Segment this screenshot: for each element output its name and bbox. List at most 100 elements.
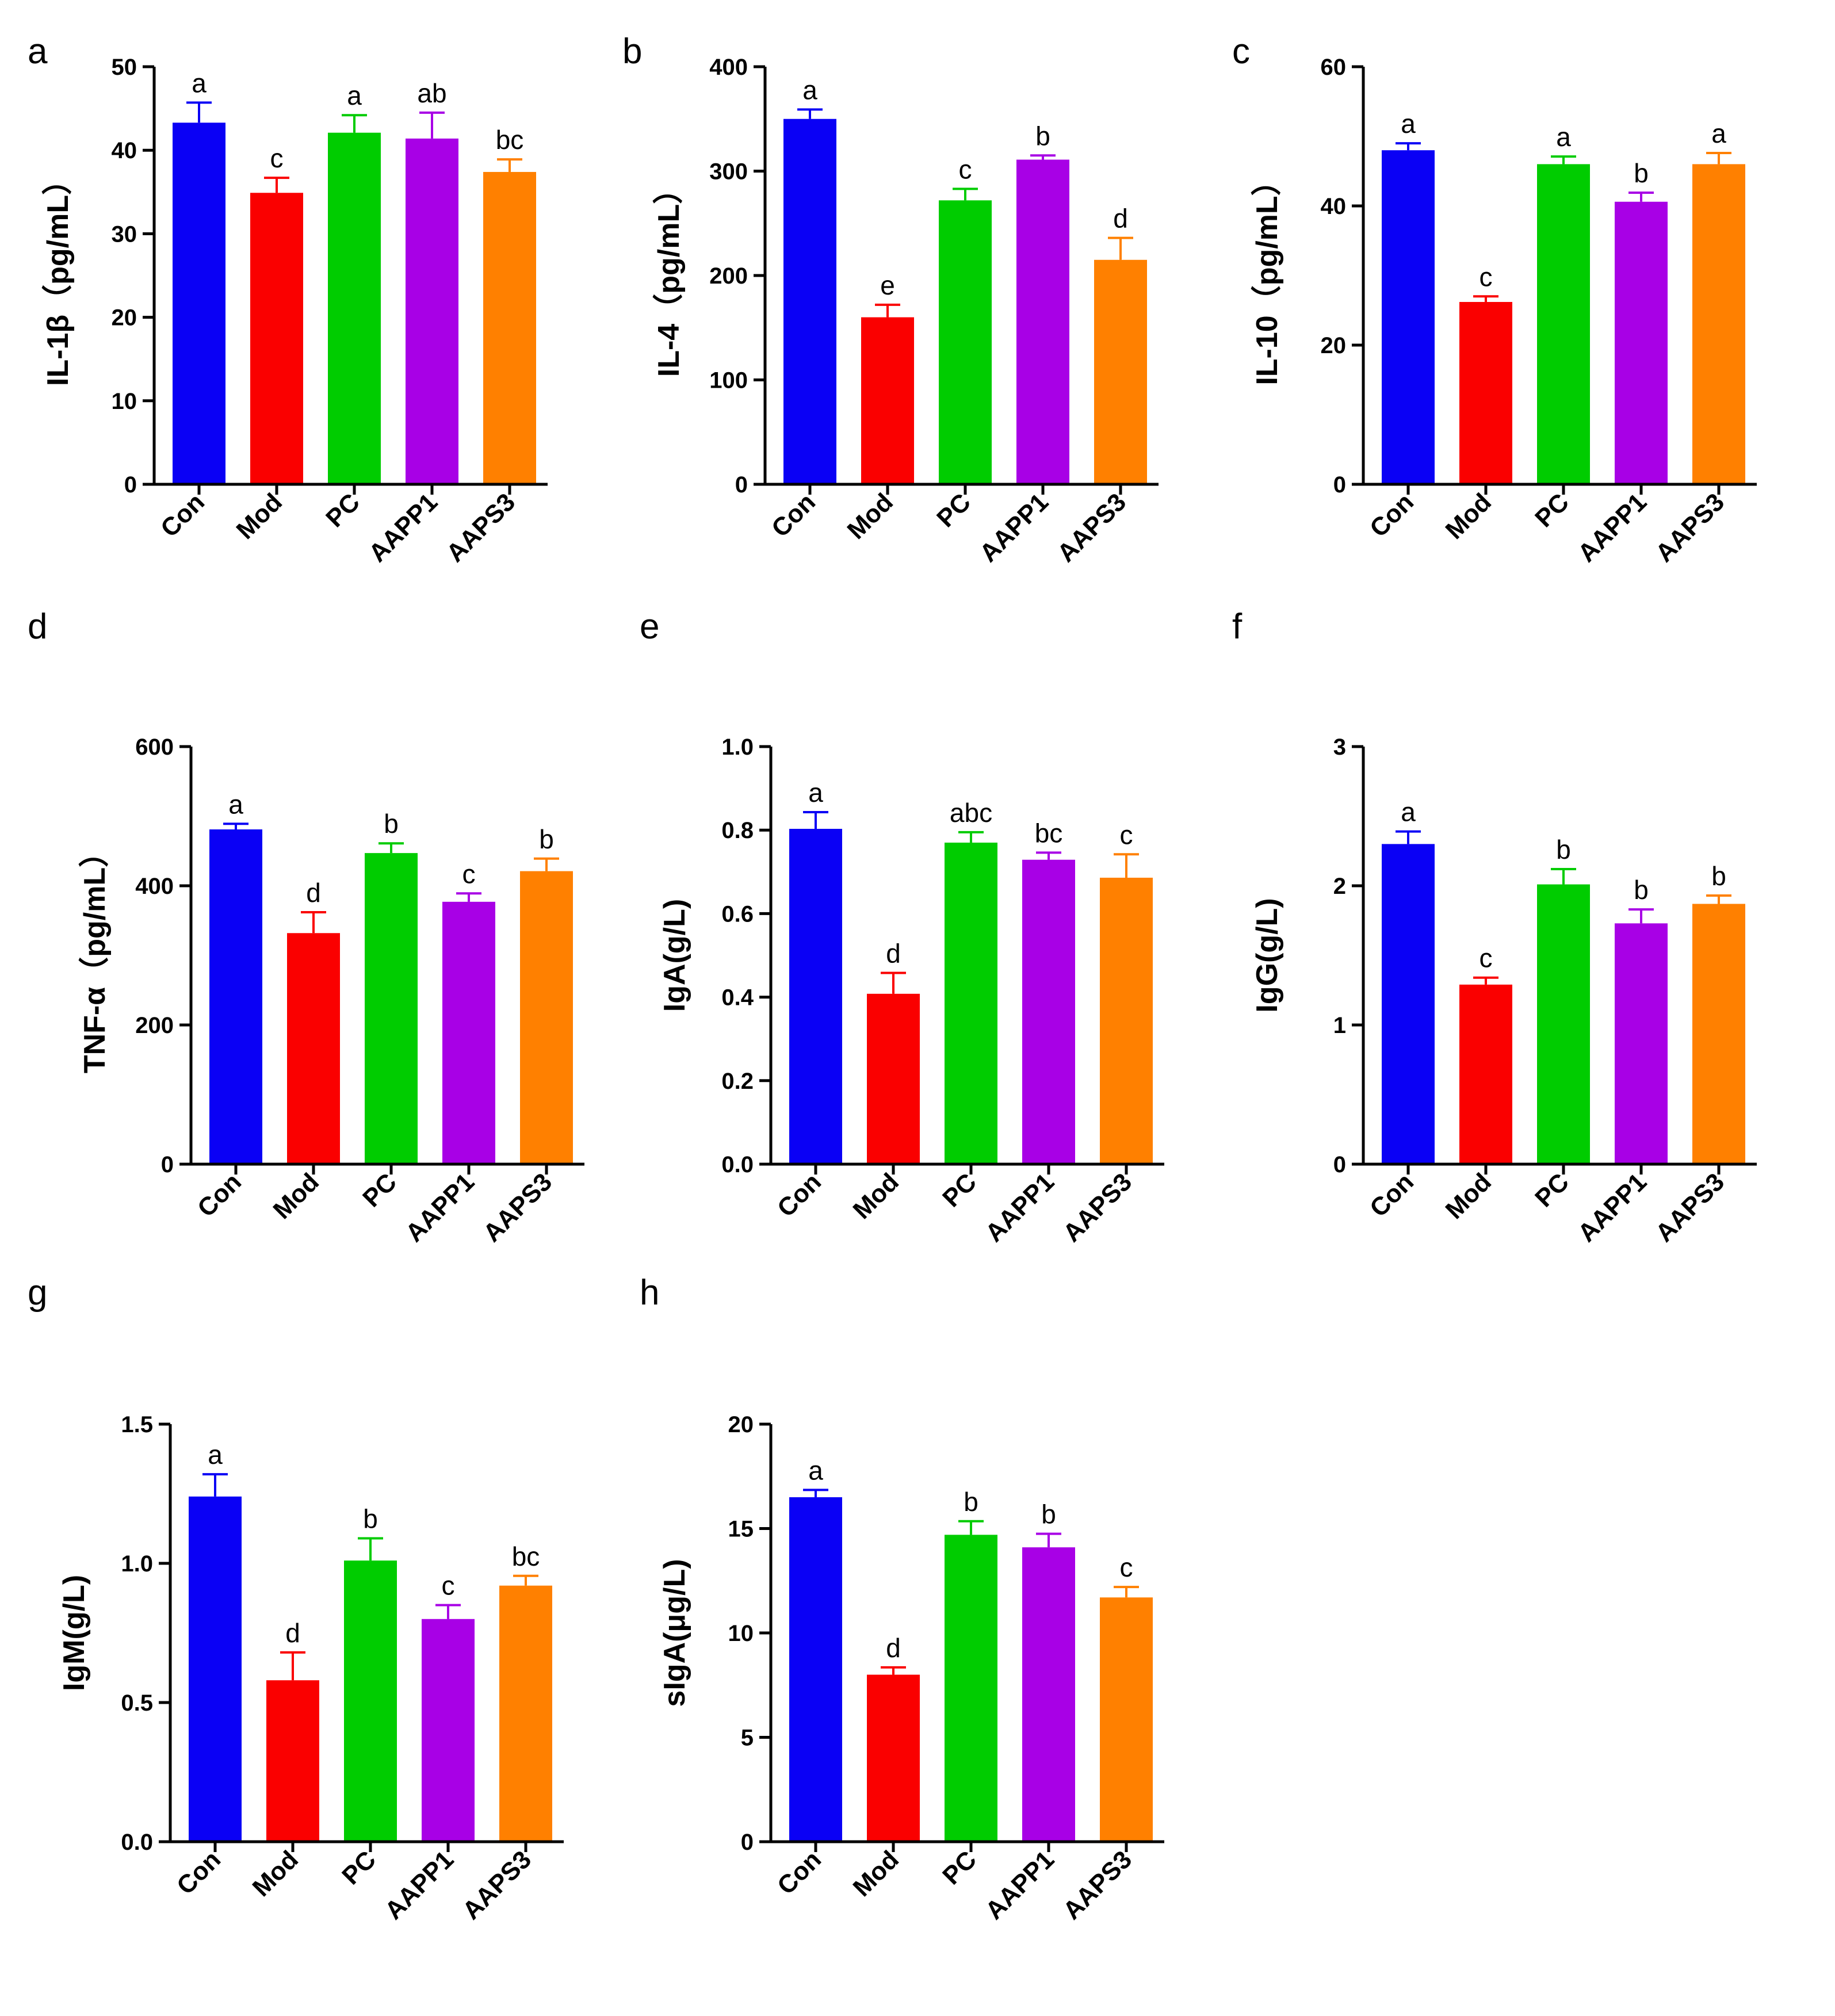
panel-letter-d: d <box>28 607 47 647</box>
bar-h-pc <box>945 1535 997 1842</box>
significance-label-a-pc: a <box>347 81 362 110</box>
category-label-h-aaps3: AAPS3 <box>1058 1845 1137 1925</box>
y-axis-label-g: IgM(g/L) <box>58 1575 91 1691</box>
category-label-h-aapp1: AAPP1 <box>980 1845 1060 1925</box>
y-tick-label-g-2: 1.0 <box>121 1551 153 1577</box>
category-label-b-mod: Mod <box>842 488 899 545</box>
category-label-f-con: Con <box>1364 1168 1419 1222</box>
category-label-a-aaps3: AAPS3 <box>441 488 521 567</box>
y-tick-label-a-3: 30 <box>112 221 137 247</box>
y-tick-label-a-0: 0 <box>124 472 137 498</box>
significance-label-c-aaps3: a <box>1711 118 1726 148</box>
significance-label-b-aaps3: d <box>1113 204 1128 234</box>
bar-b-aaps3 <box>1094 259 1147 484</box>
y-axis-label-d: TNF-α（pg/mL） <box>78 837 112 1073</box>
significance-label-a-mod: c <box>270 143 284 173</box>
significance-label-a-aapp1: ab <box>417 78 446 108</box>
y-tick-label-f-0: 0 <box>1333 1152 1346 1177</box>
significance-label-e-aapp1: bc <box>1035 818 1063 848</box>
significance-label-g-pc: b <box>363 1504 378 1533</box>
y-tick-label-h-0: 0 <box>741 1830 754 1855</box>
category-label-f-aapp1: AAPP1 <box>1573 1168 1652 1247</box>
bar-b-aapp1 <box>1016 159 1069 484</box>
bar-h-mod <box>867 1674 920 1842</box>
y-tick-label-h-3: 15 <box>728 1517 754 1542</box>
bar-g-aapp1 <box>422 1619 475 1842</box>
bar-g-mod <box>266 1680 319 1842</box>
significance-label-a-con: a <box>192 68 207 98</box>
category-label-d-aapp1: AAPP1 <box>400 1168 480 1247</box>
significance-label-f-pc: b <box>1556 835 1571 864</box>
y-tick-label-f-1: 1 <box>1333 1013 1346 1038</box>
y-tick-label-d-0: 0 <box>161 1152 174 1177</box>
category-label-e-aaps3: AAPS3 <box>1058 1168 1137 1247</box>
category-label-f-mod: Mod <box>1440 1168 1497 1225</box>
y-tick-label-d-3: 600 <box>135 735 174 760</box>
y-tick-label-c-0: 0 <box>1333 472 1346 498</box>
significance-label-g-mod: d <box>285 1618 300 1648</box>
significance-label-e-aaps3: c <box>1120 820 1133 850</box>
category-label-d-pc: PC <box>357 1168 402 1212</box>
bar-f-aapp1 <box>1615 923 1668 1164</box>
bar-f-aaps3 <box>1692 904 1745 1164</box>
y-tick-label-a-4: 40 <box>112 138 137 163</box>
category-label-d-aaps3: AAPS3 <box>478 1168 557 1247</box>
bar-b-con <box>783 118 836 484</box>
significance-label-c-mod: c <box>1480 262 1493 292</box>
bar-b-mod <box>861 317 914 484</box>
significance-label-e-con: a <box>808 778 823 808</box>
bar-e-con <box>789 829 842 1164</box>
category-label-c-aaps3: AAPS3 <box>1650 488 1730 567</box>
significance-label-b-mod: e <box>880 270 895 300</box>
bar-a-mod <box>250 193 303 484</box>
bar-a-pc <box>328 132 381 484</box>
y-axis-label-c: IL-10（pg/mL） <box>1251 166 1284 385</box>
significance-label-f-mod: c <box>1480 943 1493 973</box>
bar-d-con <box>209 829 262 1164</box>
category-label-h-pc: PC <box>937 1845 982 1890</box>
significance-label-e-pc: abc <box>950 798 992 828</box>
y-tick-label-b-1: 100 <box>709 368 748 393</box>
significance-label-b-pc: c <box>959 154 972 184</box>
bar-c-pc <box>1537 164 1590 484</box>
y-tick-label-e-3: 0.6 <box>721 901 754 927</box>
category-label-g-aaps3: AAPS3 <box>457 1845 537 1925</box>
y-tick-label-c-2: 40 <box>1321 194 1347 219</box>
panel-letter-e: e <box>640 607 659 647</box>
category-label-e-pc: PC <box>937 1168 982 1212</box>
category-label-b-aaps3: AAPS3 <box>1052 488 1131 567</box>
category-label-a-mod: Mod <box>231 488 288 545</box>
y-tick-label-e-2: 0.4 <box>721 985 754 1011</box>
y-tick-label-h-1: 5 <box>741 1726 754 1751</box>
significance-label-d-mod: d <box>306 878 321 908</box>
bar-e-aaps3 <box>1100 877 1153 1164</box>
panel-letter-f: f <box>1232 607 1243 647</box>
bar-b-pc <box>939 200 992 484</box>
y-tick-label-e-0: 0.0 <box>721 1152 754 1177</box>
significance-label-h-pc: b <box>964 1487 978 1517</box>
bar-a-aaps3 <box>483 171 536 484</box>
bar-a-aapp1 <box>406 138 458 484</box>
significance-label-c-aapp1: b <box>1634 158 1649 188</box>
bar-f-con <box>1382 844 1435 1164</box>
category-label-f-aaps3: AAPS3 <box>1650 1168 1730 1247</box>
significance-label-g-aaps3: bc <box>512 1541 540 1571</box>
y-tick-label-e-5: 1.0 <box>721 735 754 760</box>
significance-label-b-aapp1: b <box>1035 121 1050 151</box>
y-tick-label-d-1: 200 <box>135 1013 174 1038</box>
category-label-e-aapp1: AAPP1 <box>980 1168 1060 1247</box>
category-label-b-pc: PC <box>931 488 976 533</box>
category-label-c-pc: PC <box>1530 488 1574 533</box>
bar-e-aapp1 <box>1022 859 1075 1164</box>
significance-label-d-pc: b <box>384 809 399 839</box>
y-axis-label-e: IgA(g/L) <box>658 899 691 1012</box>
y-tick-label-g-0: 0.0 <box>121 1830 153 1855</box>
significance-label-f-con: a <box>1401 797 1416 827</box>
y-tick-label-d-2: 400 <box>135 874 174 899</box>
significance-label-h-aapp1: b <box>1041 1499 1056 1529</box>
y-tick-label-a-5: 50 <box>112 55 137 80</box>
y-tick-label-g-1: 0.5 <box>121 1690 153 1716</box>
bar-c-mod <box>1459 301 1512 484</box>
